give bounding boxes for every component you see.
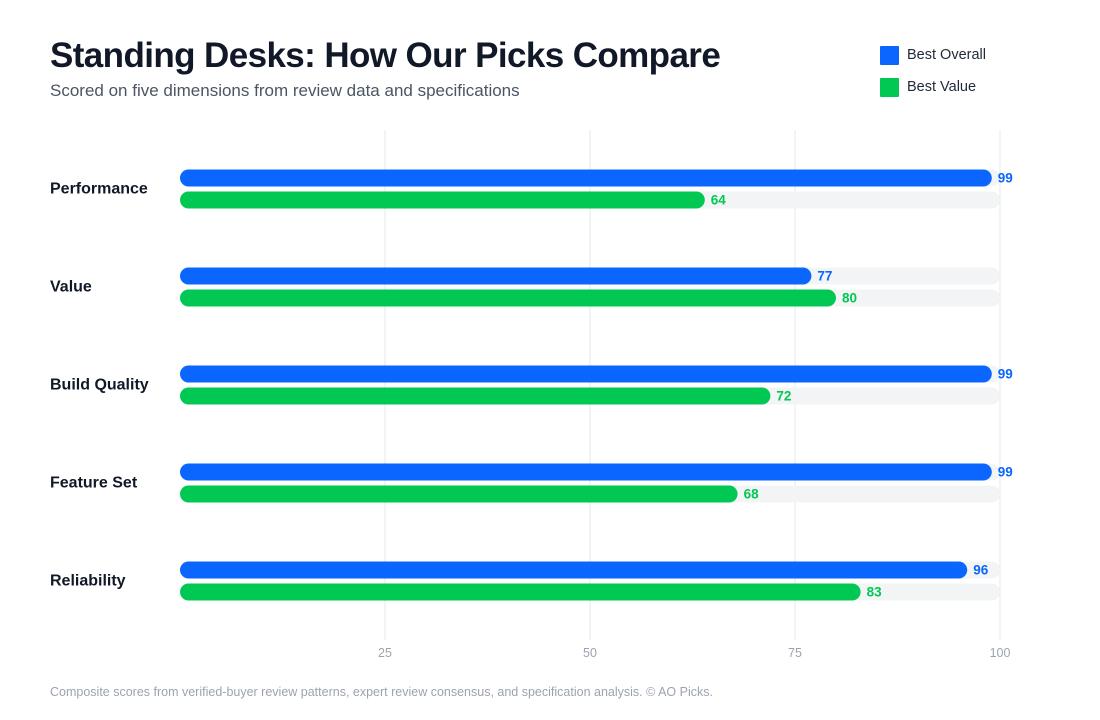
bar-best-overall-reliability — [180, 561, 968, 579]
data-label-best-overall-value: 77 — [817, 269, 832, 284]
legend-label-best-overall: Best Overall — [907, 47, 986, 63]
x-tick-label-25: 25 — [378, 646, 392, 660]
data-label-best-value-reliability: 83 — [867, 585, 883, 600]
footnote: Composite scores from verified-buyer rev… — [50, 685, 713, 699]
data-label-best-value-performance: 64 — [711, 193, 727, 208]
chart-subtitle: Scored on five dimensions from review da… — [50, 81, 520, 100]
data-label-best-value-build-quality: 72 — [776, 389, 791, 404]
category-group-value: Value 77 80 — [50, 267, 1000, 307]
bar-best-value-value — [180, 289, 836, 307]
bar-best-value-feature-set — [180, 485, 738, 503]
data-label-best-overall-reliability: 96 — [973, 563, 989, 578]
legend: Best Overall Best Value — [880, 45, 986, 109]
category-label-performance: Performance — [50, 181, 148, 198]
data-label-best-overall-feature-set: 99 — [998, 465, 1013, 480]
data-label-best-value-value: 80 — [842, 291, 857, 306]
bar-best-value-build-quality — [180, 387, 771, 405]
category-label-feature-set: Feature Set — [50, 475, 138, 492]
legend-item-best-value: Best Value — [880, 77, 986, 97]
bar-best-value-reliability — [180, 583, 861, 601]
category-group-build-quality: Build Quality 99 72 — [50, 365, 1013, 405]
category-label-reliability: Reliability — [50, 573, 126, 590]
legend-swatch-best-value — [880, 77, 899, 97]
chart-title: Standing Desks: How Our Picks Compare — [50, 36, 721, 75]
legend-item-best-overall: Best Overall — [880, 45, 986, 65]
bar-best-value-performance — [180, 191, 705, 209]
category-label-value: Value — [50, 279, 92, 296]
bar-best-overall-value — [180, 267, 812, 285]
x-tick-label-100: 100 — [990, 646, 1011, 660]
x-tick-label-75: 75 — [788, 646, 802, 660]
bar-best-overall-build-quality — [180, 365, 992, 383]
category-label-build-quality: Build Quality — [50, 377, 149, 394]
data-label-best-value-feature-set: 68 — [744, 487, 760, 502]
category-group-performance: Performance 99 64 — [50, 169, 1013, 209]
x-tick-label-50: 50 — [583, 646, 597, 660]
data-label-best-overall-build-quality: 99 — [998, 367, 1013, 382]
category-group-reliability: Reliability 96 83 — [50, 561, 1000, 601]
data-label-best-overall-performance: 99 — [998, 171, 1013, 186]
bar-best-overall-feature-set — [180, 463, 992, 481]
legend-swatch-best-overall — [880, 45, 899, 65]
gridlines: 25 50 75 100 — [378, 130, 1010, 660]
category-group-feature-set: Feature Set 99 68 — [50, 463, 1013, 503]
bar-best-overall-performance — [180, 169, 992, 187]
legend-label-best-value: Best Value — [907, 79, 977, 95]
